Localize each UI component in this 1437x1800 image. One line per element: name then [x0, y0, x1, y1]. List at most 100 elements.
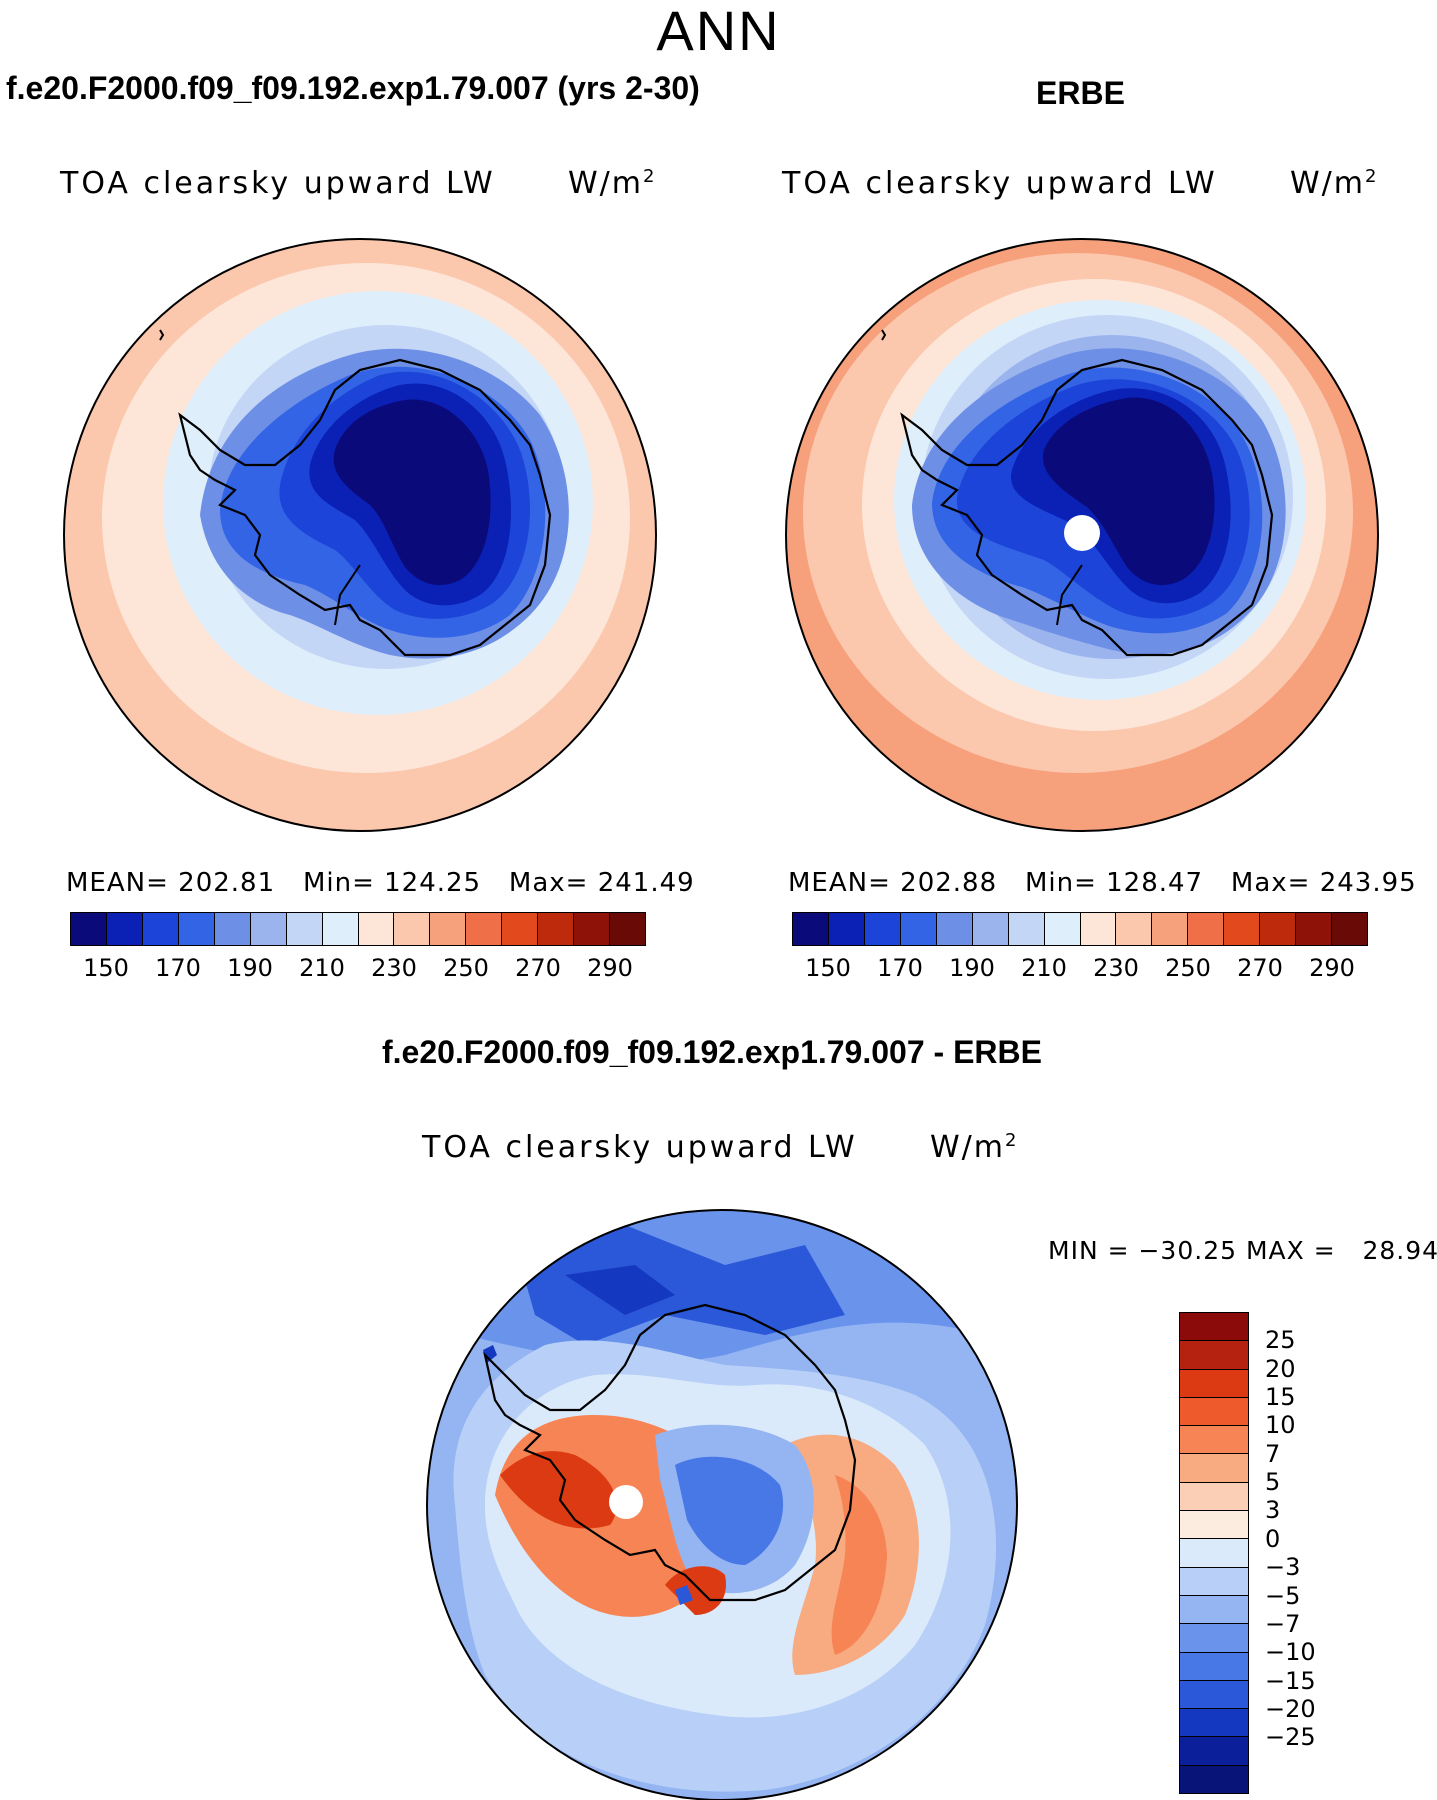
colorbar-tick-label: 210: [299, 954, 345, 982]
diff-polar-map: [426, 1209, 1018, 1800]
colorbar-swatch: [1260, 913, 1297, 945]
colorbar-tick-label: 190: [227, 954, 273, 982]
colorbar-swatch: [430, 913, 467, 945]
ross-pos-15: [665, 1566, 726, 1615]
colorbar-tick-label: 7: [1265, 1439, 1281, 1468]
colorbar-tick-label: −5: [1265, 1581, 1301, 1610]
colorbar-swatch: [322, 913, 359, 945]
colorbar-swatch: [1180, 1511, 1248, 1540]
interior-neg-10: [675, 1456, 784, 1565]
colorbar-swatch: [793, 913, 829, 945]
band-145: [333, 399, 491, 586]
colorbar-swatch: [1180, 1341, 1248, 1370]
colorbar-swatch: [1116, 913, 1153, 945]
panel2-polar-map: [785, 238, 1379, 832]
colorbar-swatch: [286, 913, 323, 945]
colorbar-swatch: [466, 913, 503, 945]
colorbar-swatch: [1152, 913, 1189, 945]
panel2-stats: MEAN= 202.88 Min= 128.47 Max= 243.95: [788, 868, 1417, 898]
colorbar-swatch: [1180, 1567, 1248, 1596]
peninsula-pos-15: [500, 1451, 617, 1529]
colorbar-swatch: [1224, 913, 1261, 945]
colorbar-swatch: [1180, 1426, 1248, 1455]
colorbar-swatch: [1080, 913, 1117, 945]
colorbar-tick-label: 0: [1265, 1524, 1281, 1553]
colorbar-swatch: [178, 913, 215, 945]
colorbar-tick-label: 250: [1165, 954, 1211, 982]
band-145: [1042, 397, 1215, 586]
colorbar-tick-label: 250: [443, 954, 489, 982]
colorbar-swatch: [610, 913, 645, 945]
colorbar-tick-label: 170: [877, 954, 923, 982]
panel1-case-title: f.e20.F2000.f09_f09.192.exp1.79.007 (yrs…: [6, 70, 700, 106]
panel1-stats: MEAN= 202.81 Min= 124.25 Max= 241.49: [66, 868, 695, 898]
diff-minmax: MIN = −30.25 MAX = 28.94: [1048, 1236, 1437, 1265]
map-border: [785, 238, 1379, 832]
panel2-units: W/m2: [1290, 166, 1379, 201]
panel2-variable-title: TOA clearsky upward LW: [782, 166, 1218, 201]
diff-variable-title: TOA clearsky upward LW: [422, 1130, 858, 1165]
colorbar-swatch: [1180, 1680, 1248, 1710]
antarctica-coastline: [483, 1303, 857, 1602]
pole-data-gap: [1064, 515, 1100, 551]
ross-neg-20: [675, 1585, 693, 1605]
colorbar-swatch: [358, 913, 395, 945]
island-outline: [881, 329, 887, 341]
colorbar-swatch: [900, 913, 937, 945]
colorbar-tick-label: 3: [1265, 1496, 1281, 1525]
colorbar-swatch: [1180, 1539, 1248, 1568]
colorbar-swatch: [1180, 1765, 1248, 1794]
colorbar-swatch: [1180, 1454, 1248, 1483]
colorbar-tick-label: 230: [371, 954, 417, 982]
colorbar-tick-label: −20: [1265, 1694, 1316, 1723]
pole-data-gap: [609, 1485, 643, 1519]
colorbar-tick-label: −10: [1265, 1638, 1316, 1667]
colorbar-swatch: [972, 913, 1009, 945]
colorbar-tick-label: 25: [1265, 1326, 1296, 1355]
map-border: [426, 1209, 1018, 1800]
colorbar-swatch: [1180, 1624, 1248, 1653]
colorbar-swatch: [1180, 1397, 1248, 1427]
north-neg-25: [565, 1265, 675, 1315]
panel2-case-title: ERBE: [1036, 75, 1125, 111]
colorbar-swatch: [574, 913, 611, 945]
panel1-variable-title: TOA clearsky upward LW: [60, 166, 496, 201]
colorbar-tick-label: 5: [1265, 1468, 1281, 1497]
antarctica-coastline: [178, 358, 552, 657]
panel2-colorbar: [792, 912, 1368, 946]
colorbar-swatch: [250, 913, 287, 945]
colorbar-tick-label: −25: [1265, 1723, 1316, 1752]
colorbar-swatch: [106, 913, 143, 945]
colorbar-swatch: [1296, 913, 1333, 945]
colorbar-tick-label: 210: [1021, 954, 1067, 982]
panel2-colorbar-labels: 150 170 190 210 230 250 270 290: [792, 954, 1368, 984]
colorbar-tick-label: −7: [1265, 1609, 1301, 1638]
colorbar-tick-label: −15: [1265, 1666, 1316, 1695]
panel1-colorbar-labels: 150 170 190 210 230 250 270 290: [70, 954, 646, 984]
colorbar-swatch: [1180, 1652, 1248, 1681]
diff-units: W/m2: [930, 1130, 1019, 1165]
colorbar-swatch: [1180, 1369, 1248, 1398]
panel1-polar-map: [63, 238, 657, 832]
ross-ice-shelf-line: [1056, 564, 1083, 626]
colorbar-tick-label: 230: [1093, 954, 1139, 982]
antarctica-coastline: [900, 358, 1274, 657]
colorbar-swatch: [502, 913, 539, 945]
colorbar-swatch: [936, 913, 973, 945]
colorbar-tick-label: 15: [1265, 1383, 1296, 1412]
ross-ice-shelf-line: [334, 564, 361, 626]
colorbar-swatch: [828, 913, 865, 945]
colorbar-swatch: [1180, 1595, 1248, 1625]
colorbar-tick-label: −3: [1265, 1553, 1301, 1582]
colorbar-swatch: [71, 913, 107, 945]
colorbar-tick-label: 290: [1309, 954, 1355, 982]
season-title: ANN: [656, 0, 781, 62]
colorbar-tick-label: 150: [805, 954, 851, 982]
island-outline: [159, 329, 165, 341]
colorbar-tick-label: 270: [1237, 954, 1283, 982]
colorbar-swatch: [1180, 1709, 1248, 1738]
map-border: [63, 238, 657, 832]
colorbar-swatch: [1044, 913, 1081, 945]
colorbar-swatch: [214, 913, 251, 945]
panel1-units: W/m2: [568, 166, 657, 201]
